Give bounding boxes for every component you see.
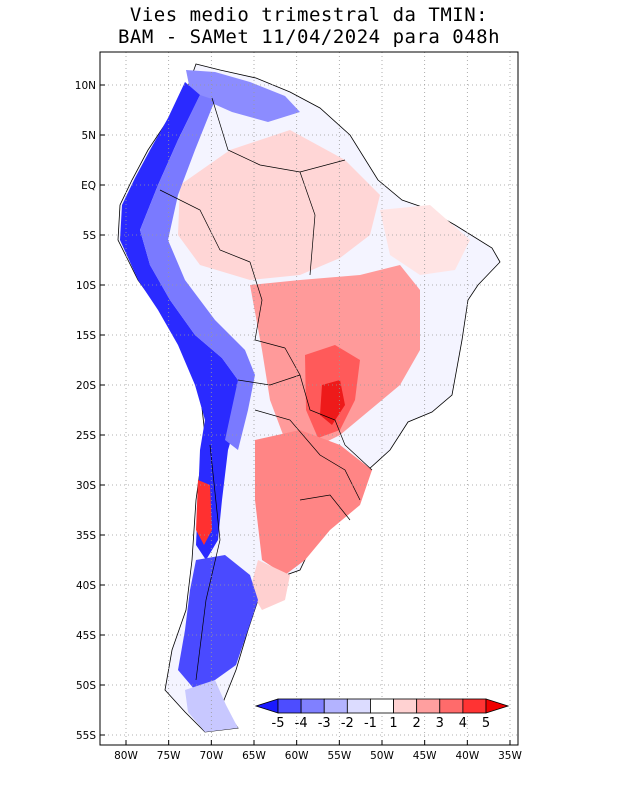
lat-tick-label: 15S — [76, 330, 96, 342]
lon-ticks: 80W 75W 70W 65W 60W 55W 50W 45W 40W 35W — [114, 740, 522, 762]
lon-tick-label: 55W — [327, 750, 351, 762]
map-frame — [99, 51, 519, 746]
colorbar-label: 4 — [459, 716, 467, 731]
colorbar-label: 5 — [482, 716, 490, 731]
colorbar-label: -1 — [364, 716, 377, 731]
colorbar-box — [277, 698, 302, 714]
region-andes-cold — [120, 82, 240, 560]
country-borders — [159, 97, 373, 681]
lat-tick-label: 25S — [76, 430, 96, 442]
colorbar-arrow-right — [485, 698, 510, 714]
lon-tick-label: 50W — [370, 750, 394, 762]
lat-tick-label: 5N — [81, 130, 96, 142]
lat-tick-label: 10N — [75, 80, 96, 92]
colorbar-label: 1 — [389, 716, 397, 731]
lon-tick-label: 45W — [413, 750, 437, 762]
map-title-line1: Vies medio trimestral da TMIN: — [129, 4, 489, 26]
lon-tick-label: 80W — [114, 750, 138, 762]
region-andes-edge — [140, 95, 255, 450]
colorbar-box — [300, 698, 325, 714]
map-title-line2: BAM - SAMet 11/04/2024 para 048h — [117, 26, 501, 48]
region-pantanal-core — [320, 380, 345, 425]
lat-tick-label: 55S — [76, 730, 96, 742]
lat-tick-label: 20S — [76, 380, 96, 392]
region-chile-warm — [196, 480, 212, 545]
region-patagonia-cold — [178, 555, 258, 690]
colorbar-box — [439, 698, 464, 714]
colorbar-box — [346, 698, 371, 714]
region-north-cold — [186, 70, 300, 122]
region-argentina-warm — [255, 430, 372, 575]
lat-tick-label: 40S — [76, 580, 96, 592]
lon-tick-label: 75W — [157, 750, 181, 762]
colorbar-box — [370, 698, 394, 714]
colorbar-label: -4 — [295, 716, 308, 731]
colorbar-label: 2 — [413, 716, 421, 731]
lon-tick-label: 40W — [455, 750, 479, 762]
lon-tick-label: 60W — [285, 750, 309, 762]
region-patagonia-light — [185, 680, 238, 732]
lat-tick-label: 45S — [76, 630, 96, 642]
lat-tick-label: 30S — [76, 480, 96, 492]
colorbar: -5 -4 -3 -2 -1 1 2 3 4 5 — [254, 698, 510, 731]
colorbar-box — [393, 698, 418, 714]
region-argentina-light — [250, 560, 290, 610]
colorbar-label: -3 — [318, 716, 331, 731]
colorbar-label: 3 — [436, 716, 444, 731]
lat-tick-label: 10S — [76, 280, 96, 292]
lon-tick-label: 35W — [498, 750, 522, 762]
lon-tick-label: 65W — [242, 750, 266, 762]
colorbar-box — [416, 698, 441, 714]
lat-tick-label: 35S — [76, 530, 96, 542]
lat-tick-label: 5S — [83, 230, 97, 242]
colorbar-box — [462, 698, 487, 714]
colorbar-box — [323, 698, 348, 714]
region-amazon-warm — [178, 130, 380, 280]
lat-tick-label: EQ — [81, 180, 96, 192]
gridlines — [100, 52, 518, 745]
colorbar-label: -2 — [341, 716, 354, 731]
lat-tick-label: 50S — [76, 680, 96, 692]
lon-tick-label: 70W — [199, 750, 223, 762]
lat-ticks: 10N 5N EQ 5S 10S 15S 20S 25S 30S 35S 40S 45S 50S 55S — [75, 80, 105, 742]
colorbar-label: -5 — [272, 716, 285, 731]
